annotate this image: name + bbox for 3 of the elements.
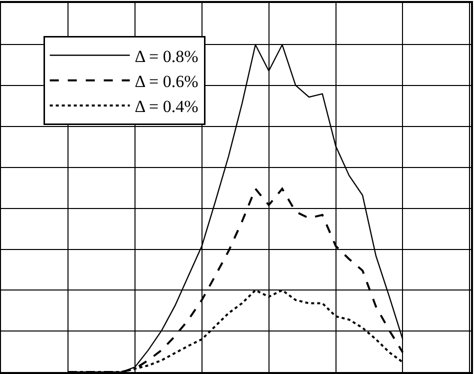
legend-label: Δ = 0.6% [134,72,198,91]
legend-label: Δ = 0.4% [134,97,198,116]
legend-label: Δ = 0.8% [134,46,198,66]
